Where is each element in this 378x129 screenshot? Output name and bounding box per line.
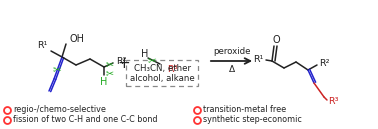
Text: alcohol, alkane: alcohol, alkane [130,74,194,83]
Bar [126,60,198,86]
Text: CH₃CN, ether: CH₃CN, ether [133,64,191,73]
Text: OH: OH [69,34,84,44]
Text: R³: R³ [328,98,339,107]
Text: R²: R² [319,59,330,68]
Text: ✂: ✂ [53,64,61,74]
Text: synthetic step-economic: synthetic step-economic [203,115,302,124]
Text: H: H [100,77,108,87]
Text: fission of two C-H and one C-C bond: fission of two C-H and one C-C bond [13,115,158,124]
Text: R³: R³ [167,64,178,74]
Text: peroxide: peroxide [213,47,250,57]
Text: Δ: Δ [228,66,235,75]
Text: +: + [118,55,130,71]
Text: regio-/chemo-selective: regio-/chemo-selective [13,106,106,115]
Text: ✂: ✂ [106,59,114,69]
Text: O: O [272,35,280,45]
Text: ✂: ✂ [106,68,114,78]
Text: transition-metal free: transition-metal free [203,106,286,115]
Text: ✂: ✂ [148,55,156,65]
Text: R¹: R¹ [254,54,264,63]
Text: R¹: R¹ [37,42,47,50]
Text: R²: R² [116,58,127,67]
Text: H: H [141,49,149,59]
